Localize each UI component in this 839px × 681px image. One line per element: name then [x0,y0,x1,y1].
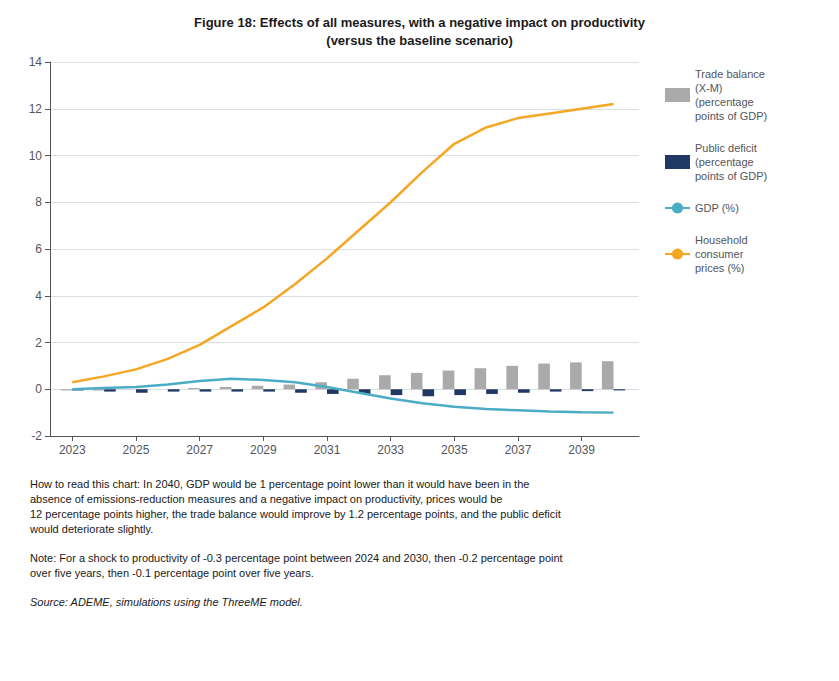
svg-text:2035: 2035 [441,443,468,457]
svg-text:2033: 2033 [377,443,404,457]
svg-text:4: 4 [35,289,42,303]
svg-text:(X-M): (X-M) [695,82,723,94]
svg-text:Trade balance: Trade balance [695,68,765,80]
svg-text:(percentage: (percentage [695,156,754,168]
svg-text:consumer: consumer [695,248,744,260]
svg-text:over five years, then -0.1 per: over five years, then -0.1 percentage po… [30,567,314,579]
svg-text:2025: 2025 [123,443,150,457]
svg-text:2023: 2023 [59,443,86,457]
svg-text:Household: Household [695,234,748,246]
svg-text:8: 8 [35,195,42,209]
svg-text:Source: ADEME, simulations usi: Source: ADEME, simulations using the Thr… [30,596,303,608]
svg-text:2039: 2039 [568,443,595,457]
svg-text:would deteriorate slightly.: would deteriorate slightly. [29,523,153,535]
svg-text:2037: 2037 [505,443,532,457]
svg-text:2031: 2031 [314,443,341,457]
svg-text:absence of emissions-reduction: absence of emissions-reduction measures … [30,493,502,505]
svg-text:How to read this chart: In 204: How to read this chart: In 2040, GDP wou… [30,478,529,490]
svg-text:prices (%): prices (%) [695,262,745,274]
svg-text:14: 14 [29,55,43,69]
svg-text:12: 12 [29,102,43,116]
svg-text:Figure 18: Effects of all meas: Figure 18: Effects of all measures, with… [194,15,646,30]
svg-text:Public deficit: Public deficit [695,142,757,154]
svg-text:2: 2 [35,336,42,350]
svg-text:Note: For a shock to productiv: Note: For a shock to productivity of -0.… [30,552,563,564]
svg-text:points of GDP): points of GDP) [695,110,767,122]
svg-text:2027: 2027 [186,443,213,457]
svg-text:points of GDP): points of GDP) [695,170,767,182]
svg-text:GDP (%): GDP (%) [695,202,739,214]
svg-text:(percentage: (percentage [695,96,754,108]
svg-text:0: 0 [35,382,42,396]
svg-text:10: 10 [29,149,43,163]
svg-text:(versus the baseline scenario): (versus the baseline scenario) [326,33,512,48]
svg-text:2029: 2029 [250,443,277,457]
svg-text:-2: -2 [31,429,42,443]
svg-text:12 percentage points higher, t: 12 percentage points higher, the trade b… [30,508,561,520]
svg-text:6: 6 [35,242,42,256]
